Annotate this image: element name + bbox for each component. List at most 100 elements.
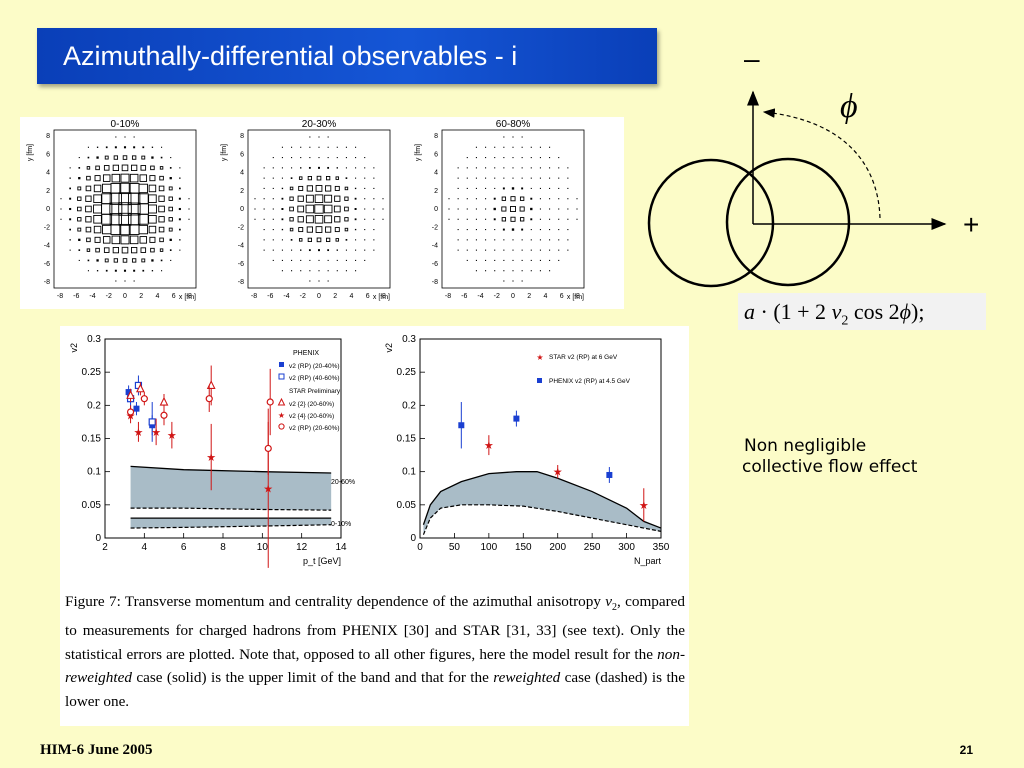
density-frame xyxy=(247,129,391,289)
density-cell xyxy=(69,249,71,251)
density-cell xyxy=(364,229,366,231)
density-cell xyxy=(87,270,89,272)
density-cell xyxy=(113,155,119,160)
density-cell xyxy=(179,228,181,231)
density-xtick: 2 xyxy=(527,293,531,300)
band-upper-solid xyxy=(422,471,662,529)
density-cell xyxy=(457,218,459,220)
density-cell xyxy=(549,218,551,220)
density-ylabel: y [fm] xyxy=(27,144,34,161)
density-cell xyxy=(109,202,123,216)
density-cell xyxy=(521,157,523,159)
density-cell xyxy=(122,258,128,263)
density-cell xyxy=(318,270,320,272)
y-axis-label: v2 xyxy=(384,343,394,353)
density-cell xyxy=(567,249,569,251)
density-cell xyxy=(475,187,477,189)
density-cell xyxy=(272,157,274,159)
x-tick-label: 250 xyxy=(584,542,601,553)
density-cell xyxy=(567,187,569,189)
density-xtick: -6 xyxy=(461,293,467,300)
density-cell xyxy=(334,185,340,191)
density-cell xyxy=(298,227,304,233)
legend-entry: v2 (RP) (20-60%) xyxy=(289,425,340,432)
density-cell xyxy=(336,146,338,148)
density-cell xyxy=(159,175,164,181)
density-cell xyxy=(101,213,113,225)
density-cell xyxy=(309,270,311,272)
density-cell xyxy=(306,226,313,233)
density-cell xyxy=(493,207,496,211)
density-cell xyxy=(466,218,468,220)
density-cell xyxy=(355,259,357,261)
density-cell xyxy=(327,280,329,282)
density-cell xyxy=(519,217,525,222)
density-cell xyxy=(281,146,283,148)
density-cell xyxy=(335,238,340,242)
density-cell xyxy=(118,212,132,226)
density-cell xyxy=(549,167,551,169)
density-cell xyxy=(309,136,311,138)
density-cell xyxy=(123,146,127,149)
density-cell xyxy=(314,194,324,203)
density-cell xyxy=(539,167,541,169)
density-cell xyxy=(475,229,477,231)
density-cell xyxy=(475,218,477,220)
density-cell xyxy=(466,239,468,241)
density-cell xyxy=(305,194,314,203)
density-cell xyxy=(501,206,507,212)
density-cell xyxy=(512,259,514,261)
density-cell xyxy=(161,146,163,148)
density-cell xyxy=(539,177,541,179)
density-cell xyxy=(530,259,532,261)
density-cell xyxy=(133,280,135,282)
flow-note: Non negligible collective flow effect xyxy=(742,436,917,478)
density-ytick: 6 xyxy=(240,151,244,158)
density-cell xyxy=(169,238,172,242)
density-cell xyxy=(314,204,324,214)
density-cell xyxy=(305,204,315,214)
density-cell xyxy=(124,136,126,138)
density-cell xyxy=(127,192,141,205)
density-cell xyxy=(131,258,137,263)
density-cell xyxy=(549,146,551,148)
density-cell xyxy=(127,202,141,216)
density-cell xyxy=(122,155,128,160)
x-tick-label: 2 xyxy=(102,542,108,553)
density-cell xyxy=(539,259,541,261)
density-cell xyxy=(95,165,100,171)
density-cell xyxy=(373,208,375,210)
density-cell xyxy=(345,177,348,179)
density-cell xyxy=(466,167,468,169)
density-cell xyxy=(327,146,329,148)
density-cell xyxy=(382,208,384,210)
density-cell xyxy=(354,218,357,221)
density-cell xyxy=(95,247,100,253)
density-cell xyxy=(466,187,468,189)
density-cell xyxy=(151,270,154,272)
density-cell xyxy=(300,157,302,159)
density-cell xyxy=(111,235,121,245)
data-point xyxy=(606,471,613,478)
density-cell xyxy=(364,249,366,251)
density-xtick: 6 xyxy=(366,293,370,300)
density-cell xyxy=(290,177,293,179)
density-ytick: 8 xyxy=(240,133,244,140)
density-cell xyxy=(78,167,81,169)
density-cell xyxy=(519,206,525,212)
density-cell xyxy=(355,177,357,179)
legend-marker: ★ xyxy=(278,411,285,420)
density-cell xyxy=(300,167,302,169)
density-cell xyxy=(300,270,302,272)
density-xtick: 6 xyxy=(172,293,176,300)
density-cell xyxy=(291,146,293,148)
density-cell xyxy=(334,227,340,233)
density-cell xyxy=(149,175,156,182)
density-cell xyxy=(382,218,384,220)
density-cell xyxy=(364,157,366,159)
density-cell xyxy=(168,206,173,212)
legend-marker xyxy=(278,423,285,430)
density-cell xyxy=(539,146,541,148)
density-cell xyxy=(466,157,468,159)
density-cell xyxy=(158,185,165,192)
